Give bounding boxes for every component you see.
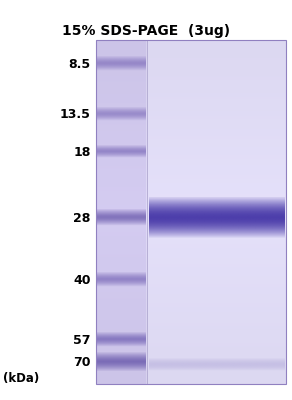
Text: 70: 70 — [73, 356, 91, 368]
Bar — [96, 40, 286, 384]
Text: (kDa): (kDa) — [3, 372, 39, 385]
Text: 8.5: 8.5 — [68, 58, 91, 70]
Text: 28: 28 — [73, 212, 91, 224]
Text: 15% SDS-PAGE  (3ug): 15% SDS-PAGE (3ug) — [62, 24, 230, 38]
Text: 40: 40 — [73, 274, 91, 286]
Text: 18: 18 — [73, 146, 91, 158]
Text: 57: 57 — [73, 334, 91, 346]
Text: 13.5: 13.5 — [60, 108, 91, 120]
